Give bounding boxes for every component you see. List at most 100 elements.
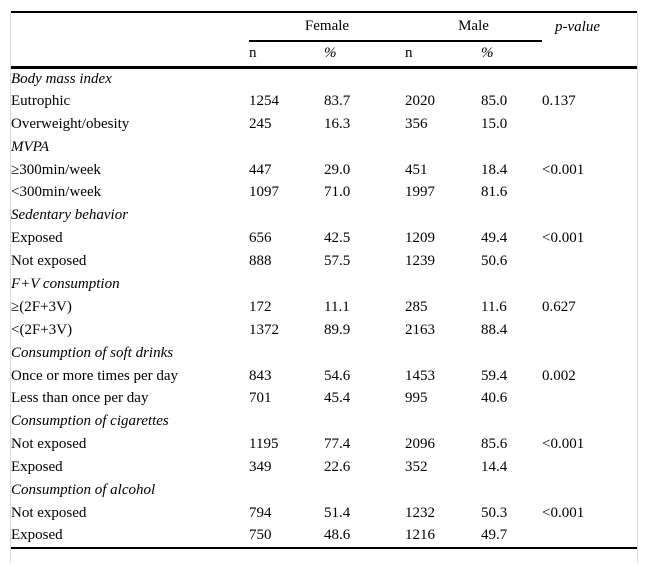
cell-p-value: 0.137 [542,92,576,109]
table-row: Not exposed 888 57.5 1239 50.6 [11,250,637,273]
cell-p-value [542,456,637,479]
cell-female-n: 843 [249,367,272,384]
cell-p-value: 0.002 [542,367,576,384]
table-row: Not exposed 1195 77.4 2096 85.6 <0.001 [11,433,637,456]
cell-female-pct: 57.5 [324,253,351,270]
cell-p-value [542,250,637,273]
table-body: Body mass index Eutrophic 1254 83.7 2020 85.0… [11,67,637,548]
table-row: ≥(2F+3V) 172 11.1 285 11.6 0.627 [11,296,637,319]
cell-p-value: 0.627 [542,298,576,315]
cell-male-n: 1453 [405,367,435,384]
cell-label: Exposed [11,459,63,476]
cell-female-pct: 54.6 [324,367,351,384]
cell-male-n: 451 [405,161,428,178]
cell-label: Exposed [11,230,63,247]
table-row: <(2F+3V) 1372 89.9 2163 88.4 [11,319,637,342]
cell-male-n: 352 [405,459,428,476]
cell-p-value: <0.001 [542,161,585,178]
cell-male-pct: 88.4 [481,321,508,338]
section-label: Sedentary behavior [11,207,129,224]
section-row: Consumption of alcohol [11,479,637,502]
cell-female-pct: 89.9 [324,321,351,338]
section-label: MVPA [11,138,50,155]
frame-line-left [10,11,11,563]
cell-female-n: 447 [249,161,272,178]
frame-line-right [637,11,638,563]
cell-female-n: 1195 [249,436,279,453]
section-row: MVPA [11,136,637,159]
cell-female-n: 888 [249,253,272,270]
header-group-row: Female Male p-value [11,12,637,42]
cell-female-pct: 16.3 [324,115,351,132]
table-row: Less than once per day 701 45.4 995 40.6 [11,387,637,410]
cell-male-n: 1216 [405,527,435,544]
table-row: ≥300min/week 447 29.0 451 18.4 <0.001 [11,159,637,182]
cell-p-value: <0.001 [542,436,585,453]
cell-label: Overweight/obesity [11,115,130,132]
descriptive-statistics-table: Female Male p-value n % n % Body mass in… [11,11,638,549]
cell-label: <(2F+3V) [11,321,73,338]
cell-male-pct: 50.3 [481,504,508,521]
cell-female-n: 349 [249,459,272,476]
cell-label: Eutrophic [11,92,71,109]
cell-label: Not exposed [11,436,87,453]
cell-label: Not exposed [11,253,87,270]
table-row: <300min/week 1097 71.0 1997 81.6 [11,181,637,204]
section-label: Consumption of soft drinks [11,344,174,361]
cell-female-n: 172 [249,298,272,315]
header-empty-cell [11,12,249,41]
column-header-female: Female [249,12,405,42]
table-row: Overweight/obesity 245 16.3 356 15.0 [11,113,637,136]
cell-p-value [542,181,637,204]
column-header-male-pct: % [481,41,543,69]
cell-p-value [542,525,637,548]
cell-female-pct: 48.6 [324,527,351,544]
column-header-p-value: p-value [555,18,600,35]
cell-male-pct: 59.4 [481,367,508,384]
header-empty-cell [542,41,638,69]
cell-label: <300min/week [11,184,102,201]
column-header-male: Male [405,12,543,42]
cell-male-pct: 15.0 [481,115,508,132]
cell-female-n: 1254 [249,92,279,109]
cell-p-value [542,387,637,410]
cell-male-n: 356 [405,115,428,132]
section-row: Consumption of cigarettes [11,410,637,433]
cell-male-n: 2020 [405,92,435,109]
cell-male-n: 1232 [405,504,435,521]
cell-p-value [542,113,637,136]
table-row: Not exposed 794 51.4 1232 50.3 <0.001 [11,502,637,525]
cell-male-n: 1209 [405,230,435,247]
cell-male-n: 995 [405,390,428,407]
cell-male-pct: 49.4 [481,230,508,247]
section-label: Body mass index [11,70,112,87]
section-row: Sedentary behavior [11,204,637,227]
cell-label: Exposed [11,527,63,544]
section-label: F+V consumption [11,275,120,292]
cell-female-n: 750 [249,527,272,544]
cell-female-pct: 51.4 [324,504,351,521]
cell-female-pct: 42.5 [324,230,351,247]
cell-male-pct: 50.6 [481,253,508,270]
cell-female-pct: 22.6 [324,459,351,476]
table-row: Exposed 656 42.5 1209 49.4 <0.001 [11,227,637,250]
cell-male-pct: 14.4 [481,459,508,476]
cell-female-pct: 71.0 [324,184,351,201]
cell-female-n: 701 [249,390,272,407]
cell-female-n: 794 [249,504,272,521]
cell-p-value [542,319,637,342]
cell-female-n: 245 [249,115,272,132]
cell-label: ≥(2F+3V) [11,298,72,315]
cell-female-n: 1372 [249,321,279,338]
header-empty-cell [11,41,249,69]
cell-male-n: 2096 [405,436,435,453]
cell-male-n: 1997 [405,184,435,201]
cell-female-pct: 83.7 [324,92,351,109]
cell-male-pct: 85.6 [481,436,508,453]
cell-female-pct: 77.4 [324,436,351,453]
cell-male-n: 1239 [405,253,435,270]
cell-label: Less than once per day [11,390,149,407]
section-row: Consumption of soft drinks [11,342,637,365]
cell-female-n: 656 [249,230,272,247]
